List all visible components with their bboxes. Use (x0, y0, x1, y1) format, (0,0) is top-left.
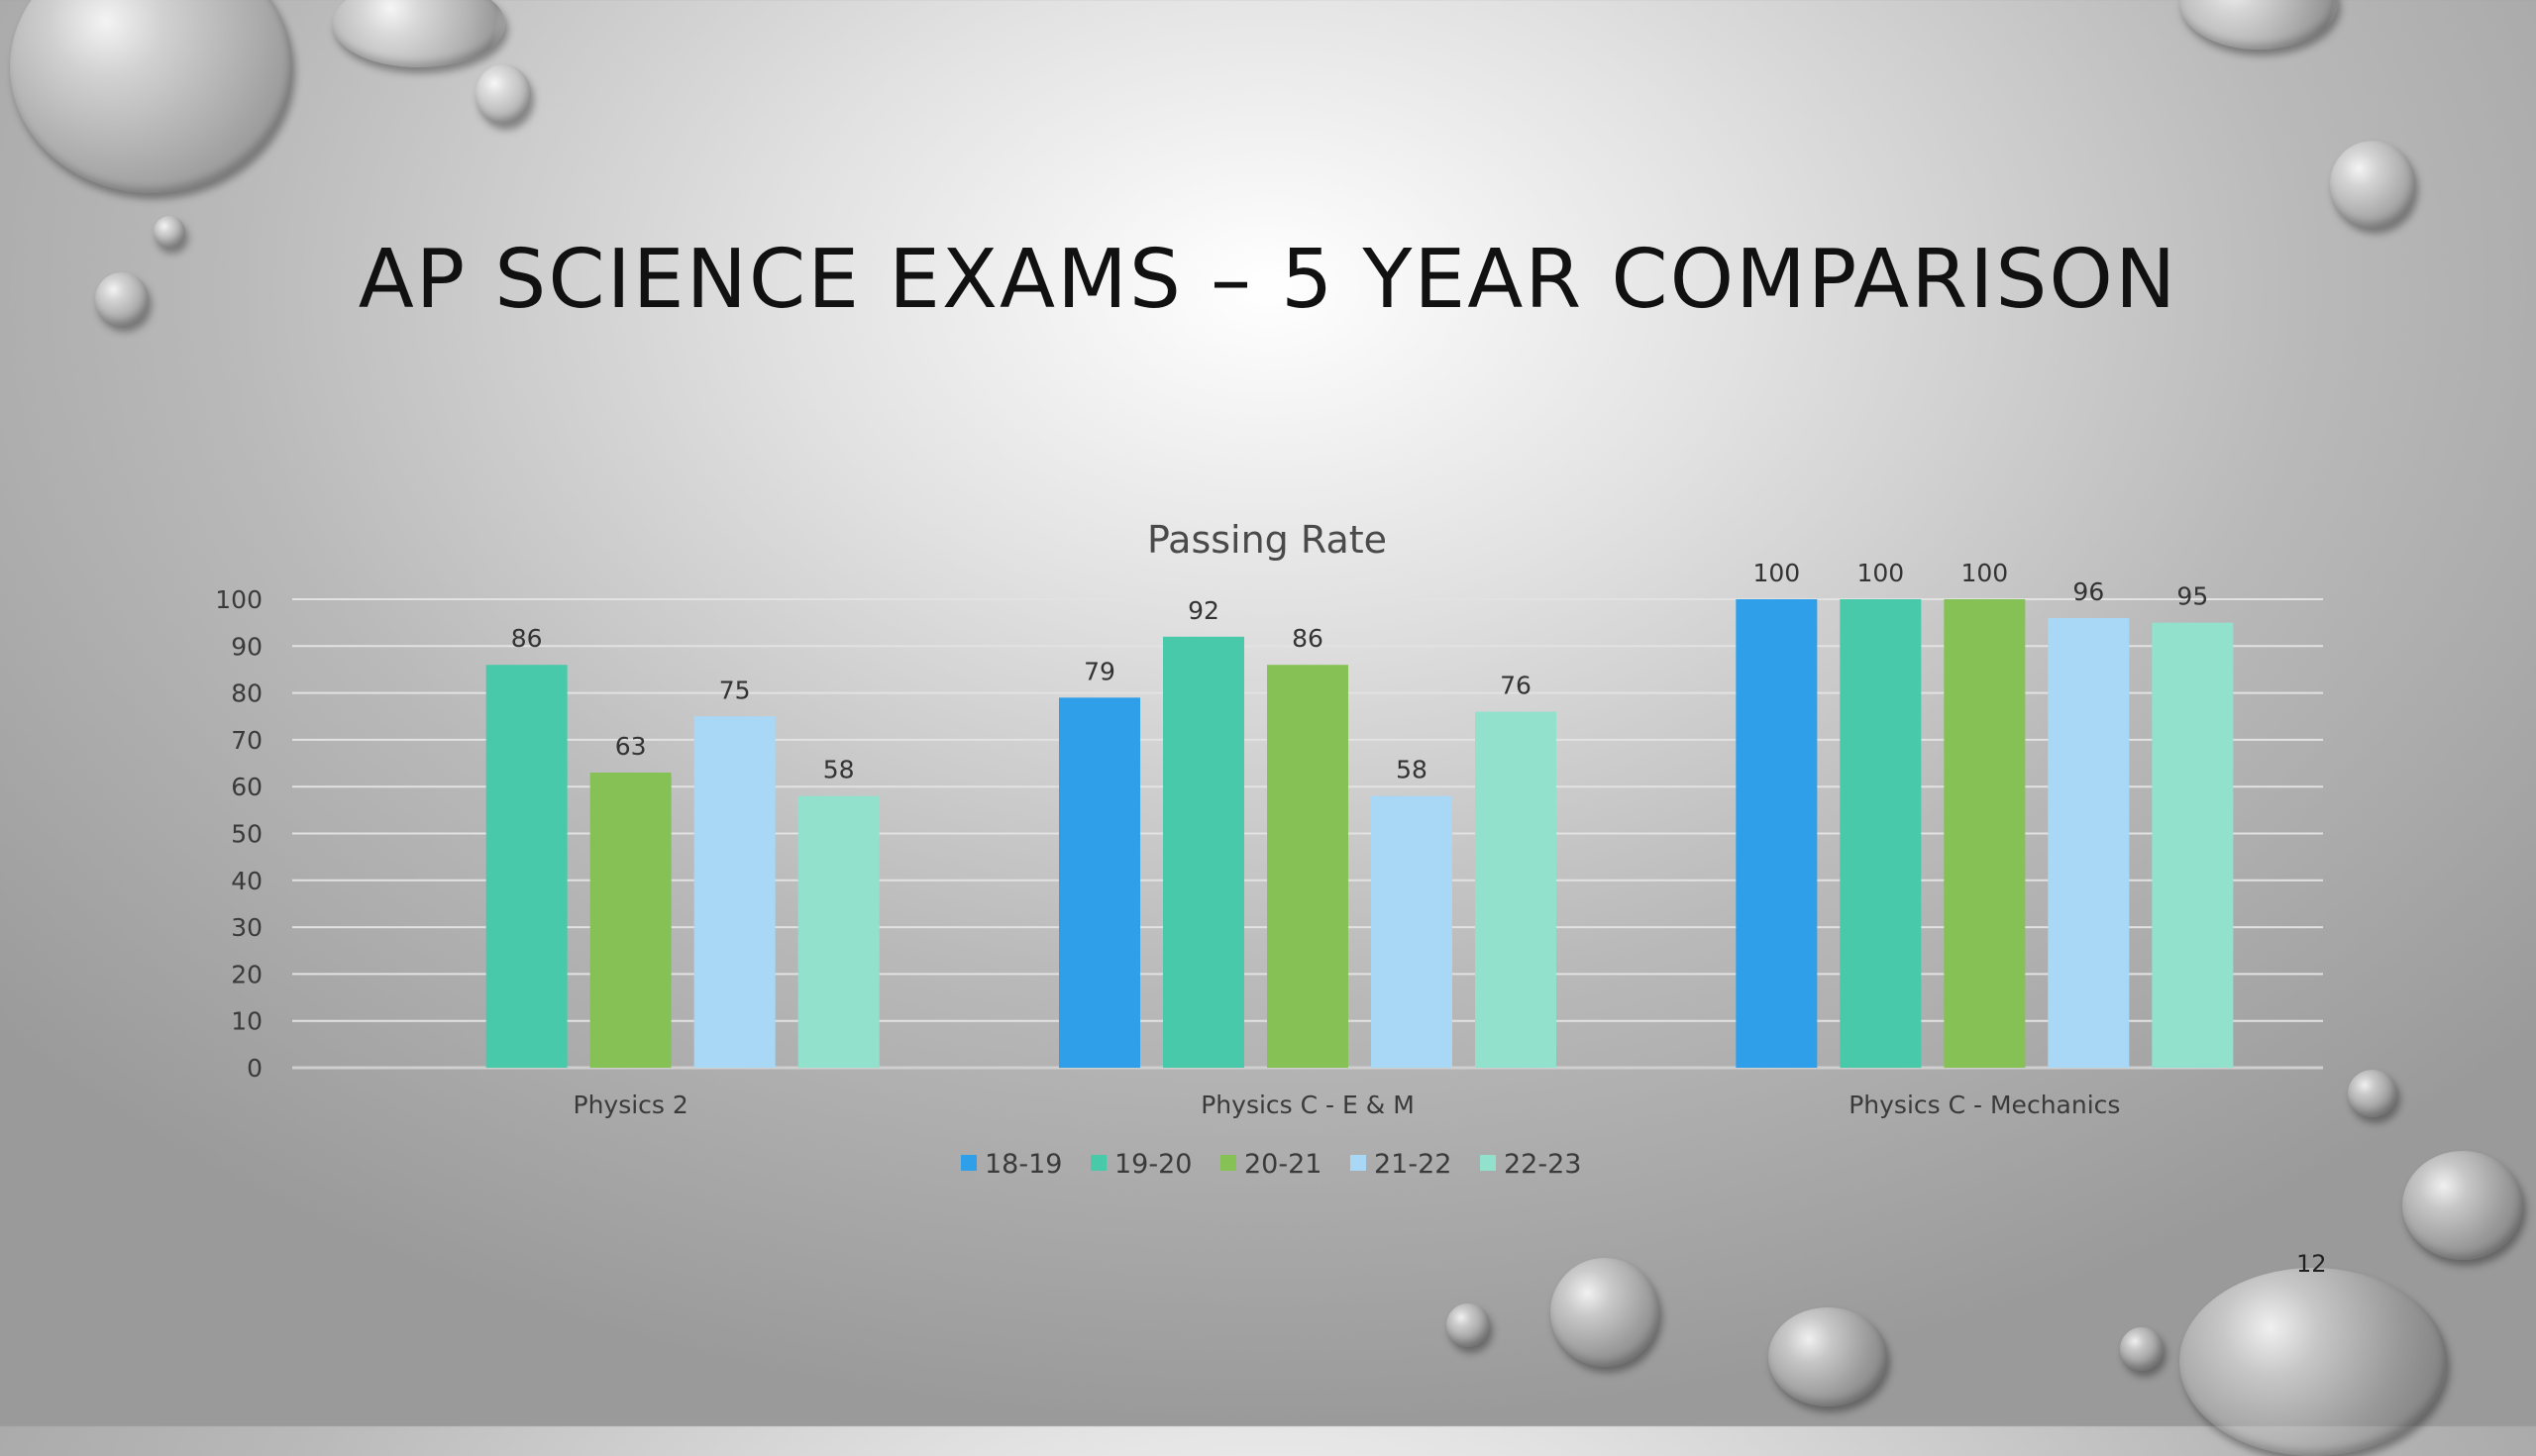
legend: 18-19 19-20 20-21 21-22 22-23 (961, 1149, 1581, 1180)
legend-label: 18-19 (985, 1149, 1062, 1180)
data-label: 86 (511, 624, 543, 653)
data-label: 100 (1752, 559, 1800, 587)
bar (2048, 617, 2130, 1068)
data-label: 58 (1396, 756, 1427, 784)
legend-label: 19-20 (1114, 1149, 1192, 1180)
y-tick-label: 50 (231, 820, 263, 849)
y-tick-label: 80 (231, 679, 263, 708)
data-label: 79 (1084, 657, 1115, 685)
bar (1736, 599, 1818, 1068)
chart-title: Passing Rate (1147, 518, 1387, 562)
y-tick-label: 60 (231, 773, 263, 801)
category-label: Physics C - Mechanics (1849, 1091, 2120, 1119)
data-label: 100 (1856, 559, 1904, 587)
bar (1475, 711, 1556, 1068)
y-axis-tick-labels: 0 10 20 30 40 50 60 70 80 90 100 (215, 585, 263, 1083)
y-tick-label: 30 (231, 913, 263, 942)
y-tick-label: 10 (231, 1007, 263, 1036)
legend-swatch (1480, 1155, 1496, 1171)
water-drop-decoration (476, 64, 531, 124)
bar (2152, 622, 2234, 1068)
data-label: 63 (615, 732, 647, 761)
data-label: 95 (2176, 582, 2208, 611)
bar (1267, 665, 1348, 1068)
water-drop-decoration (2179, 1268, 2447, 1456)
slide-number: 12 (2296, 1250, 2327, 1278)
y-tick-label: 70 (231, 726, 263, 755)
legend-swatch (1350, 1155, 1366, 1171)
water-drop-decoration (2348, 1070, 2397, 1117)
bar (797, 795, 880, 1068)
water-drop-decoration (154, 216, 185, 248)
category-label: Physics C - E & M (1201, 1091, 1415, 1119)
legend-label: 22-23 (1504, 1149, 1581, 1180)
y-tick-label: 0 (247, 1054, 263, 1083)
bar (1944, 599, 2026, 1068)
water-drop-decoration (95, 272, 149, 326)
y-tick-label: 90 (231, 632, 263, 661)
slide-title: AP SCIENCE EXAMS – 5 YEAR COMPARISON (358, 233, 2178, 327)
passing-rate-chart: Passing Rate 0 10 20 30 40 50 60 70 80 90 100 86 63… (215, 518, 2323, 1180)
legend-label: 21-22 (1374, 1149, 1451, 1180)
water-drop-decoration (10, 0, 292, 193)
data-label: 92 (1188, 596, 1219, 625)
y-tick-label: 100 (215, 585, 263, 614)
data-labels: 86 63 75 58 79 92 86 58 76 100 100 100 96 95 (511, 559, 2208, 784)
bar (1059, 697, 1140, 1068)
y-tick-label: 40 (231, 867, 263, 895)
bar (1371, 795, 1452, 1068)
bar (1840, 599, 1922, 1068)
category-label: Physics 2 (574, 1091, 688, 1119)
data-label: 96 (2072, 577, 2104, 606)
water-drop-decoration (2330, 141, 2415, 228)
water-drop-decoration (2120, 1327, 2164, 1371)
bar (589, 773, 672, 1068)
legend-swatch (1091, 1155, 1107, 1171)
data-label: 100 (1960, 559, 2008, 587)
water-drop-decoration (1446, 1303, 1490, 1347)
water-drop-decoration (1768, 1307, 1887, 1406)
bar (485, 665, 568, 1068)
bar (1163, 636, 1244, 1068)
bar (693, 716, 776, 1068)
data-label: 75 (719, 676, 751, 704)
data-label: 58 (823, 756, 855, 784)
category-labels: Physics 2 Physics C - E & M Physics C - Me… (574, 1091, 2121, 1119)
data-label: 76 (1500, 672, 1532, 700)
water-drop-decoration (332, 0, 505, 67)
water-drop-decoration (2402, 1151, 2523, 1260)
bars (485, 599, 2234, 1068)
y-tick-label: 20 (231, 960, 263, 988)
legend-swatch (1220, 1155, 1236, 1171)
data-label: 86 (1292, 624, 1323, 653)
legend-swatch (961, 1155, 977, 1171)
legend-label: 20-21 (1244, 1149, 1321, 1180)
water-drop-decoration (1550, 1258, 1659, 1367)
